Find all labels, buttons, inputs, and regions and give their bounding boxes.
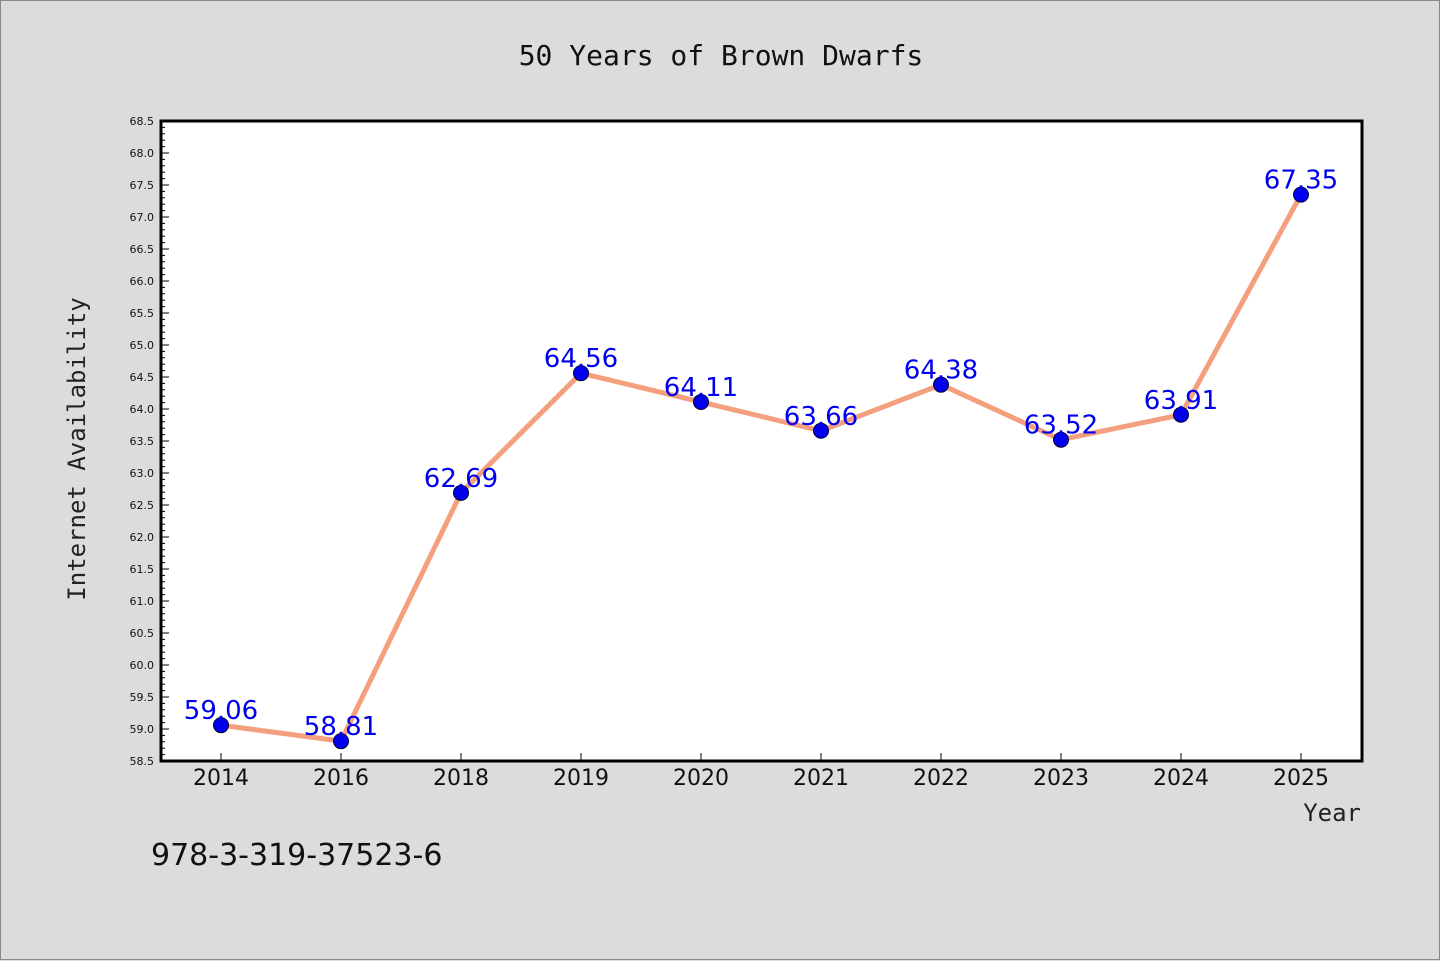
- y-tick-label: 59.0: [130, 723, 155, 736]
- data-point: [813, 422, 829, 439]
- y-tick-label: 65.0: [130, 339, 155, 352]
- data-label: 63.66: [784, 402, 858, 432]
- y-tick-label: 63.0: [130, 467, 155, 480]
- x-tick-label: 2019: [553, 766, 609, 791]
- y-axis-label: Internet Availability: [63, 297, 91, 600]
- data-label: 64.38: [904, 356, 978, 386]
- data-point: [1053, 431, 1069, 448]
- data-label: 63.52: [1024, 411, 1098, 441]
- y-tick-label: 65.5: [130, 307, 155, 320]
- data-point: [1173, 406, 1189, 423]
- data-point: [693, 393, 709, 410]
- x-tick-label: 2021: [793, 766, 849, 791]
- data-point: [933, 376, 949, 393]
- y-tick-label: 66.0: [130, 275, 155, 288]
- y-tick-label: 68.5: [130, 115, 155, 128]
- x-tick-label: 2014: [193, 766, 249, 791]
- x-tick-label: 2023: [1033, 766, 1089, 791]
- y-tick-label: 60.0: [130, 659, 155, 672]
- x-tick-label: 2016: [313, 766, 369, 791]
- y-tick-label: 68.0: [130, 147, 155, 160]
- plot-area: [159, 119, 1364, 763]
- y-tick-label: 64.0: [130, 403, 155, 416]
- data-label: 64.11: [664, 373, 738, 403]
- y-axis-ticks: 58.5 59.0 59.5 60.0 60.5 61.0 61.5 62.0 62.5 63.0…: [130, 115, 169, 768]
- series-layer: 59.06 58.81 62.69 64.56 64.11 63.66 64.38 63.52…: [184, 166, 1338, 750]
- x-tick-label: 2020: [673, 766, 729, 791]
- data-point: [453, 484, 469, 501]
- x-tick-label: 2022: [913, 766, 969, 791]
- data-label: 62.69: [424, 464, 498, 494]
- data-point: [1293, 186, 1309, 203]
- data-label: 59.06: [184, 696, 258, 726]
- y-tick-label: 58.5: [130, 755, 155, 768]
- data-label: 67.35: [1264, 166, 1338, 196]
- data-label: 64.56: [544, 344, 618, 374]
- series-line: [218, 192, 1304, 744]
- data-point: [213, 717, 229, 734]
- data-point: [333, 733, 349, 750]
- y-tick-label: 63.5: [130, 435, 155, 448]
- x-tick-label: 2018: [433, 766, 489, 791]
- x-axis-ticks: 2014 2016 2018 2019 2020 2021 2022 2023 2024 2025: [193, 753, 1329, 791]
- y-tick-label: 62.0: [130, 531, 155, 544]
- y-tick-label: 60.5: [130, 627, 155, 640]
- x-axis-label: Year: [1303, 799, 1361, 827]
- chart-title: 50 Years of Brown Dwarfs: [519, 39, 924, 72]
- y-tick-label: 66.5: [130, 243, 155, 256]
- data-label: 63.91: [1144, 386, 1218, 416]
- y-tick-label: 59.5: [130, 691, 155, 704]
- y-tick-label: 64.5: [130, 371, 155, 384]
- y-tick-label: 67.0: [130, 211, 155, 224]
- y-tick-label: 61.5: [130, 563, 155, 576]
- data-label: 58.81: [304, 712, 378, 742]
- data-point: [573, 365, 589, 382]
- x-tick-label: 2024: [1153, 766, 1209, 791]
- x-tick-label: 2025: [1273, 766, 1329, 791]
- footnote-isbn: 978-3-319-37523-6: [151, 838, 442, 873]
- y-tick-label: 62.5: [130, 499, 155, 512]
- y-tick-label: 61.0: [130, 595, 155, 608]
- y-tick-label: 67.5: [130, 179, 155, 192]
